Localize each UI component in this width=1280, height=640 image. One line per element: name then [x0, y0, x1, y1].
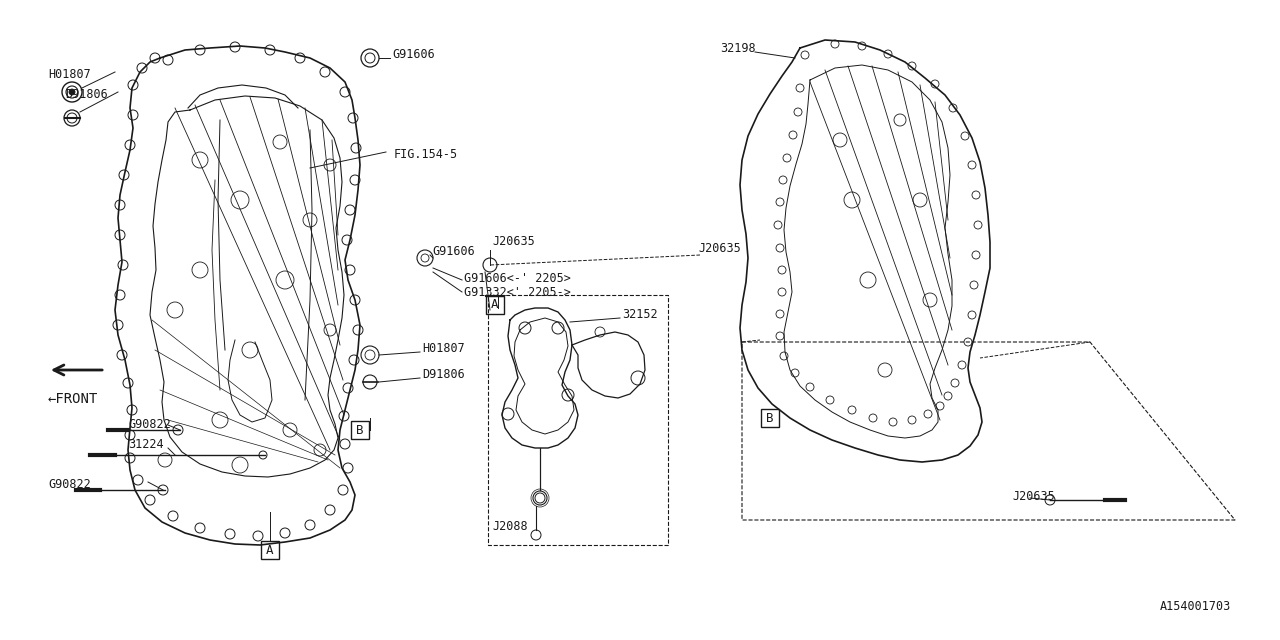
Text: A: A — [266, 543, 274, 557]
Text: B: B — [767, 412, 773, 424]
Text: J20635: J20635 — [698, 242, 741, 255]
Text: G90822: G90822 — [128, 418, 170, 431]
Text: D91806: D91806 — [422, 368, 465, 381]
Text: H01807: H01807 — [49, 68, 91, 81]
Text: D91806: D91806 — [65, 88, 108, 101]
Text: J20635: J20635 — [1012, 490, 1055, 503]
Text: 32152: 32152 — [622, 308, 658, 321]
Text: G91606: G91606 — [433, 245, 475, 258]
Text: 31224: 31224 — [128, 438, 164, 451]
Text: 32198: 32198 — [719, 42, 755, 55]
Text: J20635: J20635 — [492, 235, 535, 248]
Circle shape — [69, 89, 76, 95]
Text: G91606<-' 2205>: G91606<-' 2205> — [465, 272, 571, 285]
Text: G91332<' 2205->: G91332<' 2205-> — [465, 286, 571, 299]
Text: A: A — [492, 298, 499, 312]
Text: G91606: G91606 — [392, 48, 435, 61]
Text: B: B — [356, 424, 364, 436]
Text: FIG.154-5: FIG.154-5 — [394, 148, 458, 161]
Text: G90822: G90822 — [49, 478, 91, 491]
Text: J2088: J2088 — [492, 520, 527, 533]
Text: H01807: H01807 — [422, 342, 465, 355]
Text: A154001703: A154001703 — [1160, 600, 1231, 613]
Text: ←FRONT: ←FRONT — [49, 392, 99, 406]
